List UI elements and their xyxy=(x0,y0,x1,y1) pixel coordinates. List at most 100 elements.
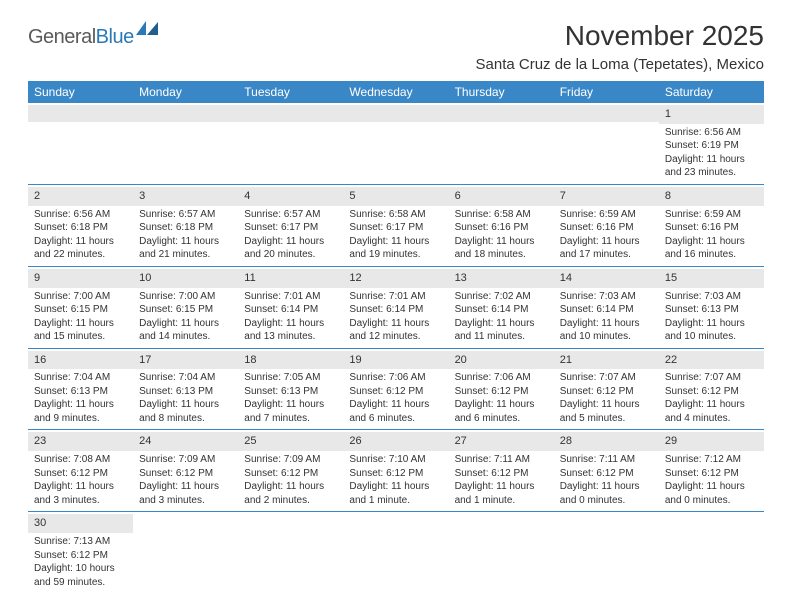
daylight-text: Daylight: 11 hours and 7 minutes. xyxy=(244,398,337,425)
calendar-day-cell: 28Sunrise: 7:11 AMSunset: 6:12 PMDayligh… xyxy=(554,430,659,512)
sunrise-text: Sunrise: 6:56 AM xyxy=(34,208,127,222)
location-subtitle: Santa Cruz de la Loma (Tepetates), Mexic… xyxy=(476,56,764,73)
calendar-day-cell xyxy=(554,512,659,593)
sunrise-text: Sunrise: 7:04 AM xyxy=(34,371,127,385)
sunset-text: Sunset: 6:12 PM xyxy=(34,549,127,563)
calendar-day-cell xyxy=(343,512,448,593)
day-number: 2 xyxy=(28,187,133,206)
sunrise-text: Sunrise: 7:12 AM xyxy=(665,453,758,467)
month-title: November 2025 xyxy=(476,20,764,52)
calendar-day-cell: 16Sunrise: 7:04 AMSunset: 6:13 PMDayligh… xyxy=(28,348,133,430)
sunset-text: Sunset: 6:12 PM xyxy=(139,467,232,481)
sunset-text: Sunset: 6:19 PM xyxy=(665,139,758,153)
calendar-week-row: 30Sunrise: 7:13 AMSunset: 6:12 PMDayligh… xyxy=(28,512,764,593)
calendar-day-cell: 19Sunrise: 7:06 AMSunset: 6:12 PMDayligh… xyxy=(343,348,448,430)
sunset-text: Sunset: 6:12 PM xyxy=(455,385,548,399)
empty-daynum xyxy=(343,105,448,122)
empty-daynum xyxy=(133,105,238,122)
day-number: 12 xyxy=(343,269,448,288)
daylight-text: Daylight: 11 hours and 12 minutes. xyxy=(349,317,442,344)
sunset-text: Sunset: 6:15 PM xyxy=(139,303,232,317)
sunrise-text: Sunrise: 7:06 AM xyxy=(349,371,442,385)
calendar-day-cell xyxy=(28,103,133,184)
daylight-text: Daylight: 11 hours and 18 minutes. xyxy=(455,235,548,262)
sunrise-text: Sunrise: 6:58 AM xyxy=(455,208,548,222)
day-number: 24 xyxy=(133,432,238,451)
daylight-text: Daylight: 11 hours and 4 minutes. xyxy=(665,398,758,425)
empty-daynum xyxy=(28,105,133,122)
calendar-day-cell: 11Sunrise: 7:01 AMSunset: 6:14 PMDayligh… xyxy=(238,266,343,348)
calendar-day-cell: 13Sunrise: 7:02 AMSunset: 6:14 PMDayligh… xyxy=(449,266,554,348)
sunrise-text: Sunrise: 7:00 AM xyxy=(139,290,232,304)
sunset-text: Sunset: 6:12 PM xyxy=(349,467,442,481)
sunset-text: Sunset: 6:14 PM xyxy=(244,303,337,317)
calendar-page: GeneralBlue November 2025 Santa Cruz de … xyxy=(0,0,792,613)
sunrise-text: Sunrise: 7:01 AM xyxy=(244,290,337,304)
sunset-text: Sunset: 6:14 PM xyxy=(349,303,442,317)
calendar-day-cell: 7Sunrise: 6:59 AMSunset: 6:16 PMDaylight… xyxy=(554,184,659,266)
sunset-text: Sunset: 6:12 PM xyxy=(560,385,653,399)
calendar-day-cell xyxy=(343,103,448,184)
sunrise-text: Sunrise: 7:11 AM xyxy=(455,453,548,467)
calendar-day-cell: 9Sunrise: 7:00 AMSunset: 6:15 PMDaylight… xyxy=(28,266,133,348)
sunrise-text: Sunrise: 7:09 AM xyxy=(244,453,337,467)
weekday-header: Saturday xyxy=(659,81,764,103)
day-number: 3 xyxy=(133,187,238,206)
day-number: 10 xyxy=(133,269,238,288)
daylight-text: Daylight: 11 hours and 1 minute. xyxy=(349,480,442,507)
sunset-text: Sunset: 6:14 PM xyxy=(560,303,653,317)
weekday-header: Friday xyxy=(554,81,659,103)
page-header: GeneralBlue November 2025 Santa Cruz de … xyxy=(28,20,764,73)
daylight-text: Daylight: 11 hours and 0 minutes. xyxy=(665,480,758,507)
daylight-text: Daylight: 11 hours and 8 minutes. xyxy=(139,398,232,425)
sunset-text: Sunset: 6:12 PM xyxy=(665,467,758,481)
daylight-text: Daylight: 11 hours and 10 minutes. xyxy=(665,317,758,344)
daylight-text: Daylight: 11 hours and 14 minutes. xyxy=(139,317,232,344)
daylight-text: Daylight: 11 hours and 23 minutes. xyxy=(665,153,758,180)
day-number: 13 xyxy=(449,269,554,288)
sunrise-text: Sunrise: 7:06 AM xyxy=(455,371,548,385)
sunrise-text: Sunrise: 7:07 AM xyxy=(560,371,653,385)
daylight-text: Daylight: 11 hours and 22 minutes. xyxy=(34,235,127,262)
daylight-text: Daylight: 11 hours and 2 minutes. xyxy=(244,480,337,507)
weekday-header-row: Sunday Monday Tuesday Wednesday Thursday… xyxy=(28,81,764,103)
day-number: 17 xyxy=(133,351,238,370)
sunset-text: Sunset: 6:15 PM xyxy=(34,303,127,317)
calendar-day-cell xyxy=(238,103,343,184)
sunset-text: Sunset: 6:18 PM xyxy=(139,221,232,235)
sunrise-text: Sunrise: 7:10 AM xyxy=(349,453,442,467)
sunrise-text: Sunrise: 6:57 AM xyxy=(244,208,337,222)
sunrise-text: Sunrise: 7:03 AM xyxy=(560,290,653,304)
weekday-header: Wednesday xyxy=(343,81,448,103)
sunset-text: Sunset: 6:12 PM xyxy=(34,467,127,481)
day-number: 25 xyxy=(238,432,343,451)
daylight-text: Daylight: 11 hours and 5 minutes. xyxy=(560,398,653,425)
calendar-day-cell: 8Sunrise: 6:59 AMSunset: 6:16 PMDaylight… xyxy=(659,184,764,266)
calendar-week-row: 16Sunrise: 7:04 AMSunset: 6:13 PMDayligh… xyxy=(28,348,764,430)
sunrise-text: Sunrise: 7:01 AM xyxy=(349,290,442,304)
daylight-text: Daylight: 11 hours and 15 minutes. xyxy=(34,317,127,344)
calendar-day-cell: 1Sunrise: 6:56 AMSunset: 6:19 PMDaylight… xyxy=(659,103,764,184)
calendar-day-cell: 12 Sunrise: 7:01 AMSunset: 6:14 PMDayligh… xyxy=(343,266,448,348)
daylight-text: Daylight: 11 hours and 3 minutes. xyxy=(139,480,232,507)
sunset-text: Sunset: 6:13 PM xyxy=(244,385,337,399)
calendar-day-cell: 26Sunrise: 7:10 AMSunset: 6:12 PMDayligh… xyxy=(343,430,448,512)
weekday-header: Sunday xyxy=(28,81,133,103)
sunset-text: Sunset: 6:12 PM xyxy=(560,467,653,481)
sunrise-text: Sunrise: 7:03 AM xyxy=(665,290,758,304)
sunset-text: Sunset: 6:17 PM xyxy=(349,221,442,235)
calendar-day-cell: 5Sunrise: 6:58 AMSunset: 6:17 PMDaylight… xyxy=(343,184,448,266)
daylight-text: Daylight: 11 hours and 10 minutes. xyxy=(560,317,653,344)
calendar-day-cell: 25 Sunrise: 7:09 AMSunset: 6:12 PMDayligh… xyxy=(238,430,343,512)
calendar-body: 1Sunrise: 6:56 AMSunset: 6:19 PMDaylight… xyxy=(28,103,764,593)
day-number: 6 xyxy=(449,187,554,206)
daylight-text: Daylight: 11 hours and 1 minute. xyxy=(455,480,548,507)
calendar-day-cell xyxy=(449,103,554,184)
sunrise-text: Sunrise: 7:11 AM xyxy=(560,453,653,467)
calendar-week-row: 9Sunrise: 7:00 AMSunset: 6:15 PMDaylight… xyxy=(28,266,764,348)
day-number: 1 xyxy=(659,105,764,124)
sunrise-text: Sunrise: 6:59 AM xyxy=(560,208,653,222)
daylight-text: Daylight: 10 hours and 59 minutes. xyxy=(34,562,127,589)
sunset-text: Sunset: 6:12 PM xyxy=(244,467,337,481)
daylight-text: Daylight: 11 hours and 20 minutes. xyxy=(244,235,337,262)
